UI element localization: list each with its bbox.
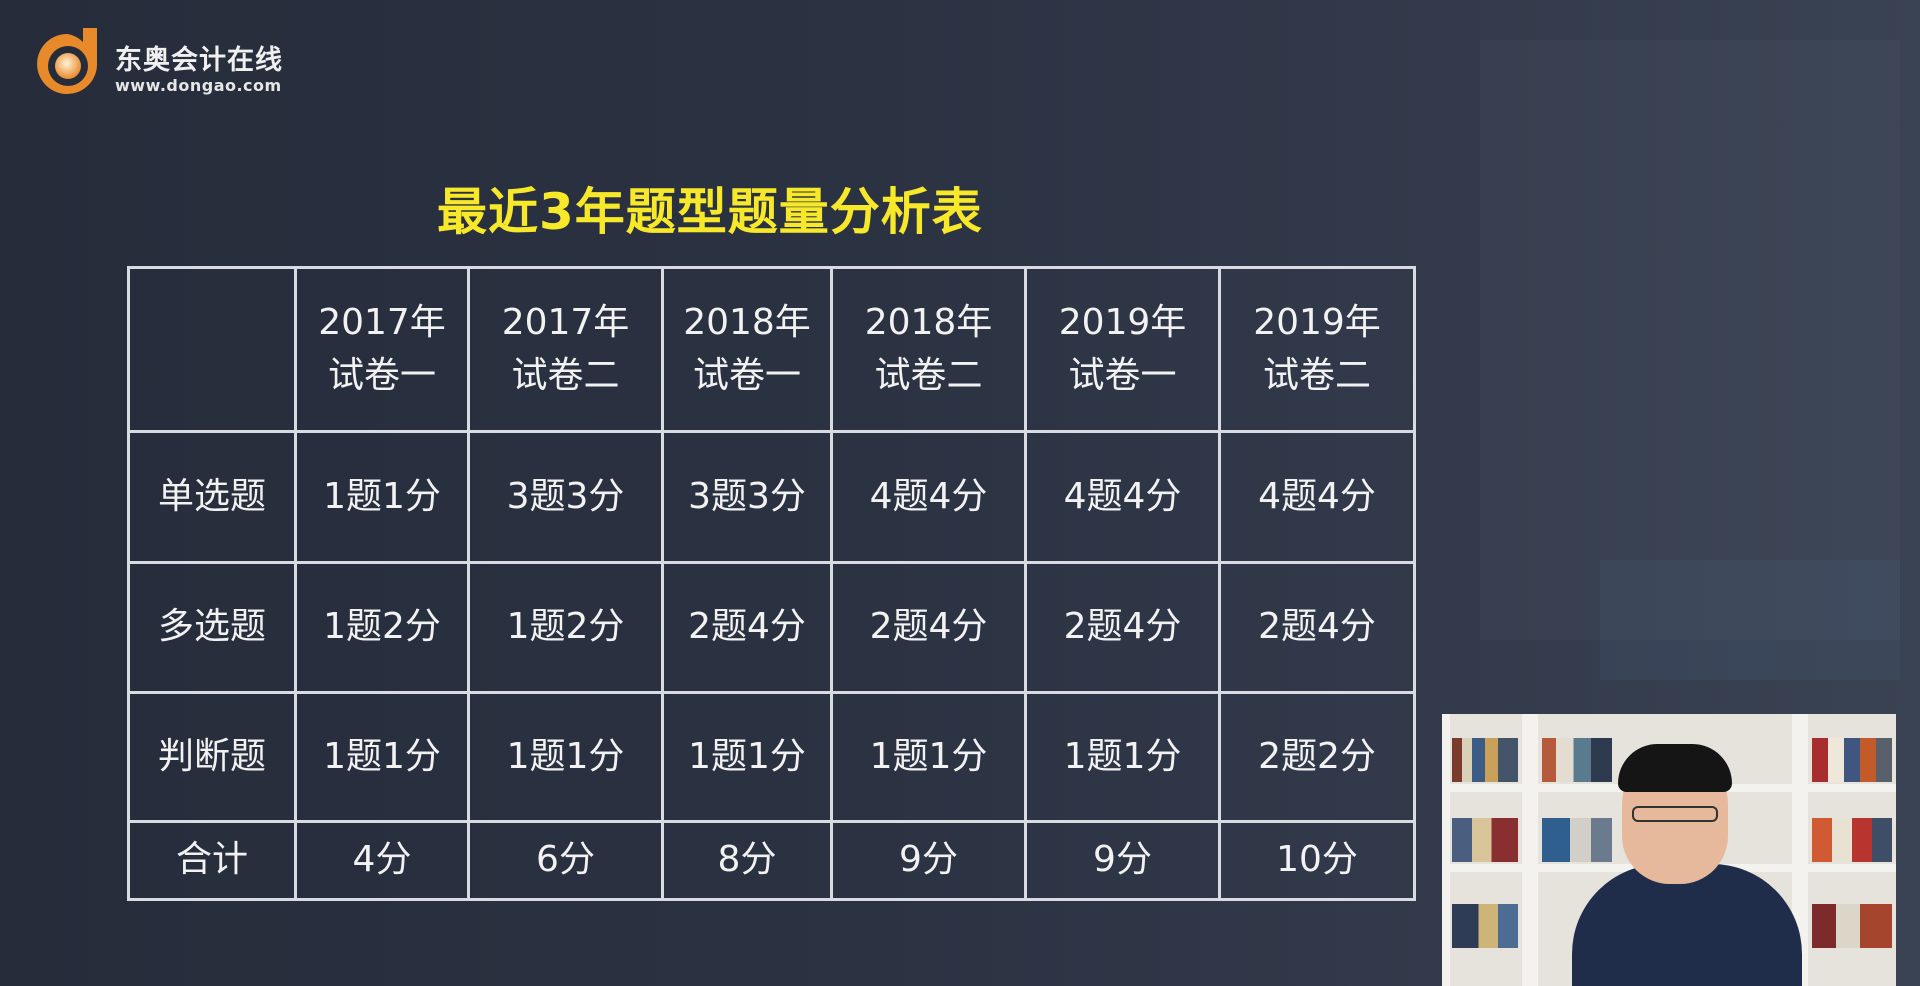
- background-decor: [1600, 560, 1900, 680]
- header-year: 2017年: [501, 302, 630, 344]
- total-row: 合计 4分 6分 8分 9分 9分 10分: [127, 820, 1416, 901]
- logo-name: 东奥会计在线: [115, 45, 283, 76]
- header-paper: 试卷一: [327, 354, 436, 396]
- books: [1542, 818, 1612, 862]
- header-year: 2017年: [318, 302, 446, 344]
- table-cell: 1题1分: [1024, 691, 1221, 823]
- header-year: 2019年: [1253, 302, 1381, 344]
- table-cell: 3题3分: [467, 430, 664, 564]
- header-cell: 2018年试卷一: [661, 266, 833, 433]
- table-cell: 9分: [830, 820, 1027, 901]
- logo: 东奥会计在线 www.dongao.com: [31, 24, 301, 100]
- shelf-frame: [1792, 714, 1808, 986]
- dongao-logo-icon: [37, 28, 97, 94]
- header-paper: 试卷二: [1262, 354, 1371, 396]
- table-cell: 1题2分: [294, 561, 470, 694]
- presenter-body: [1572, 864, 1802, 986]
- row-label: 判断题: [127, 691, 297, 823]
- table-cell: 6分: [467, 820, 664, 901]
- header-cell: 2017年试卷二: [467, 266, 664, 433]
- books: [1812, 904, 1892, 948]
- table-cell: 9分: [1024, 820, 1221, 901]
- header-paper: 试卷二: [511, 354, 620, 396]
- header-paper: 试卷一: [1068, 354, 1177, 396]
- analysis-table: 2017年试卷一 2017年试卷二 2018年试卷一 2018年试卷二 2019…: [127, 266, 1416, 901]
- table-cell: 10分: [1218, 820, 1416, 901]
- table-cell: 2题4分: [1024, 561, 1221, 694]
- shelf-frame: [1522, 714, 1538, 986]
- table-cell: 1题1分: [830, 691, 1027, 823]
- row-label: 单选题: [127, 430, 297, 564]
- header-row: 2017年试卷一 2017年试卷二 2018年试卷一 2018年试卷二 2019…: [127, 266, 1416, 433]
- table-cell: 4题4分: [1024, 430, 1221, 564]
- table-cell: 1题1分: [661, 691, 833, 823]
- table-cell: 3题3分: [661, 430, 833, 564]
- presenter-hair: [1618, 744, 1732, 792]
- background-decor: [1480, 40, 1900, 640]
- header-cell: 2019年试卷一: [1024, 266, 1221, 433]
- table-cell: 4题4分: [830, 430, 1027, 564]
- shelf-frame: [1442, 714, 1450, 986]
- books: [1452, 738, 1518, 782]
- table-row: 多选题 1题2分 1题2分 2题4分 2题4分 2题4分 2题4分: [127, 561, 1416, 694]
- table-cell: 1题1分: [467, 691, 664, 823]
- presenter-glasses: [1632, 806, 1718, 822]
- books: [1812, 818, 1892, 862]
- table-cell: 1题1分: [294, 691, 470, 823]
- table-cell: 2题4分: [830, 561, 1027, 694]
- slide-title: 最近3年题型题量分析表: [437, 183, 983, 241]
- table-cell: 1题1分: [294, 430, 470, 564]
- books: [1542, 738, 1612, 782]
- table-row: 判断题 1题1分 1题1分 1题1分 1题1分 1题1分 2题2分: [127, 691, 1416, 823]
- table-row: 单选题 1题1分 3题3分 3题3分 4题4分 4题4分 4题4分: [127, 430, 1416, 564]
- header-year: 2019年: [1058, 302, 1187, 344]
- header-year: 2018年: [864, 302, 993, 344]
- table-cell: 4分: [294, 820, 470, 901]
- header-paper: 试卷二: [874, 354, 983, 396]
- table-cell: 1题2分: [467, 561, 664, 694]
- books: [1452, 904, 1518, 948]
- row-label: 多选题: [127, 561, 297, 694]
- header-year: 2018年: [683, 302, 811, 344]
- books: [1452, 818, 1518, 862]
- logo-url: www.dongao.com: [115, 76, 282, 95]
- row-label: 合计: [127, 820, 297, 901]
- header-cell-empty: [127, 266, 297, 433]
- presenter-webcam: [1442, 714, 1896, 986]
- header-cell: 2019年试卷二: [1218, 266, 1416, 433]
- table-cell: 2题2分: [1218, 691, 1416, 823]
- header-cell: 2017年试卷一: [294, 266, 470, 433]
- table-cell: 2题4分: [1218, 561, 1416, 694]
- header-cell: 2018年试卷二: [830, 266, 1027, 433]
- books: [1812, 738, 1892, 782]
- table-cell: 4题4分: [1218, 430, 1416, 564]
- table-cell: 8分: [661, 820, 833, 901]
- table-cell: 2题4分: [661, 561, 833, 694]
- header-paper: 试卷一: [692, 354, 801, 396]
